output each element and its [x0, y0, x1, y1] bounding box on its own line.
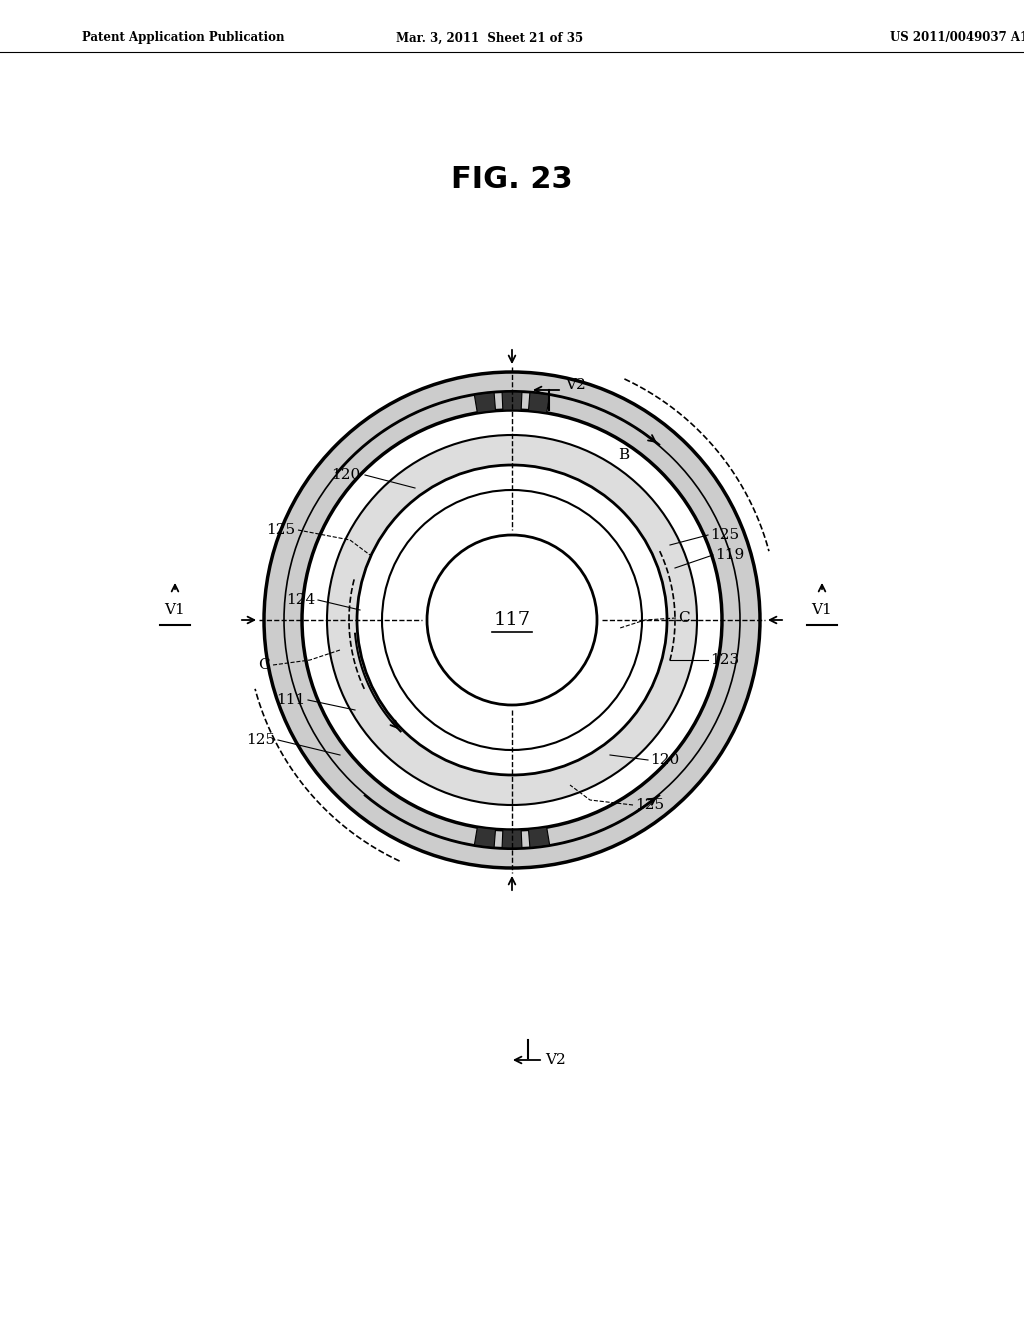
Text: 111: 111	[275, 693, 305, 708]
Text: V1: V1	[812, 603, 833, 616]
Text: V2: V2	[545, 1053, 565, 1067]
Text: 120: 120	[650, 752, 679, 767]
Circle shape	[427, 535, 597, 705]
Text: 125: 125	[246, 733, 275, 747]
Text: 125: 125	[710, 528, 739, 543]
Text: 120: 120	[331, 469, 360, 482]
Text: Mar. 3, 2011  Sheet 21 of 35: Mar. 3, 2011 Sheet 21 of 35	[396, 32, 584, 45]
Text: 125: 125	[635, 799, 665, 812]
Circle shape	[264, 372, 760, 869]
Text: B: B	[505, 833, 515, 847]
Text: FIG. 23: FIG. 23	[452, 165, 572, 194]
Polygon shape	[474, 828, 496, 847]
Text: 117: 117	[494, 611, 530, 630]
Polygon shape	[502, 392, 522, 411]
Text: B: B	[618, 447, 629, 462]
Polygon shape	[502, 830, 522, 847]
Text: C: C	[678, 611, 689, 624]
Text: Patent Application Publication: Patent Application Publication	[82, 32, 285, 45]
Circle shape	[327, 436, 697, 805]
Circle shape	[302, 411, 722, 830]
Polygon shape	[528, 393, 550, 413]
Text: 124: 124	[286, 593, 315, 607]
Text: V2: V2	[565, 378, 586, 392]
Text: C: C	[258, 657, 270, 672]
Text: 119: 119	[715, 548, 744, 562]
Text: 123: 123	[710, 653, 739, 667]
Text: 125: 125	[266, 523, 295, 537]
Text: US 2011/0049037 A1: US 2011/0049037 A1	[890, 32, 1024, 45]
Polygon shape	[528, 828, 550, 847]
Polygon shape	[474, 393, 496, 413]
Text: V1: V1	[165, 603, 185, 616]
Circle shape	[357, 465, 667, 775]
